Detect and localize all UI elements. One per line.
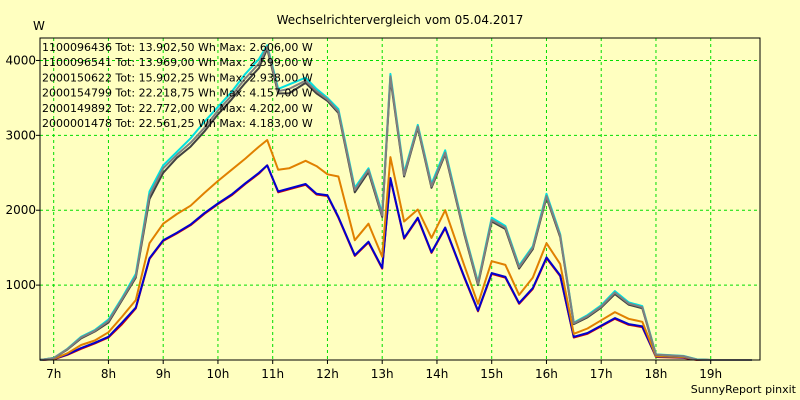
y-tick-label: 3000 <box>5 128 36 142</box>
x-tick-label: 14h <box>426 367 449 381</box>
series-line-2000001478 <box>39 45 752 361</box>
x-tick-label: 12h <box>316 367 339 381</box>
legend: 1100096436 Tot: 13.902,50 Wh Max: 2.606,… <box>42 41 313 130</box>
x-tick-label: 18h <box>645 367 668 381</box>
grid-lines <box>40 38 760 360</box>
x-tick-label: 9h <box>156 367 171 381</box>
x-tick-label: 10h <box>207 367 230 381</box>
y-tick-label: 1000 <box>5 278 36 292</box>
y-tick-label: 2000 <box>5 203 36 217</box>
legend-entry-1100096541: 1100096541 Tot: 13.969,00 Wh Max: 2.599,… <box>42 56 313 69</box>
y-tick-label: 4000 <box>5 53 36 67</box>
series-line-1100096541 <box>39 164 752 361</box>
series-line-2000150622 <box>39 139 752 361</box>
x-tick-label: 16h <box>535 367 558 381</box>
x-tick-label: 19h <box>699 367 722 381</box>
plot-frame <box>39 37 761 361</box>
x-tick-label: 7h <box>46 367 61 381</box>
x-tick-label: 15h <box>480 367 503 381</box>
legend-entry-1100096436: 1100096436 Tot: 13.902,50 Wh Max: 2.606,… <box>42 41 313 54</box>
y-axis: 1000 2000 3000 4000 <box>5 53 40 292</box>
x-axis: 7h 8h 9h 10h 11h 12h 13h 14h 15h 16h 17h 18h 19h <box>46 360 722 381</box>
x-tick-label: 17h <box>590 367 613 381</box>
legend-entry-2000001478: 2000001478 Tot: 22.561,25 Wh Max: 4.183,… <box>42 117 313 130</box>
series-lines <box>39 44 752 361</box>
x-tick-label: 8h <box>101 367 116 381</box>
x-tick-label: 13h <box>371 367 394 381</box>
legend-entry-2000154799: 2000154799 Tot: 22.218,75 Wh Max: 4.157,… <box>42 87 313 100</box>
legend-entry-2000150622: 2000150622 Tot: 15.902,25 Wh Max: 2.938,… <box>42 71 313 84</box>
legend-entry-2000149892: 2000149892 Tot: 22.772,00 Wh Max: 4.202,… <box>42 102 313 115</box>
chart-title: Wechselrichtervergleich vom 05.04.2017 <box>277 13 524 27</box>
footer-credit: SunnyReport pinxit <box>691 383 797 396</box>
y-axis-label: W <box>33 19 45 33</box>
x-tick-label: 11h <box>261 367 284 381</box>
